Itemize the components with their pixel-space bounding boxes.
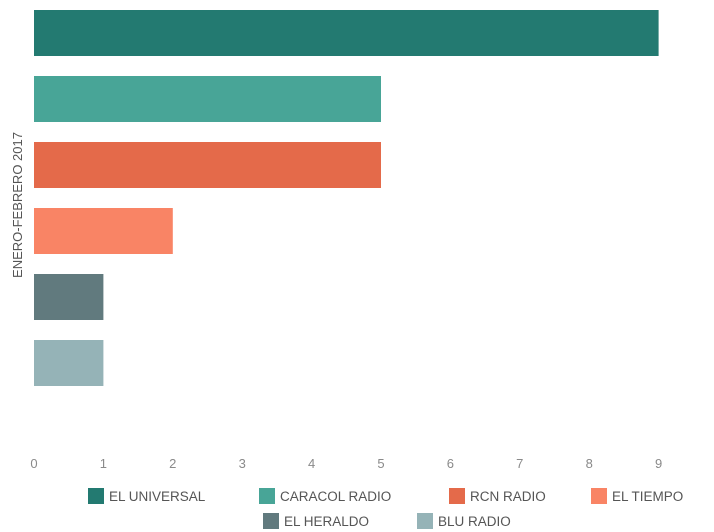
bar-el-universal [34,10,659,56]
x-tick-label: 6 [447,456,454,471]
x-tick-label: 8 [586,456,593,471]
bar-caracol-radio [34,76,381,122]
legend-swatch [88,488,104,504]
x-axis-ticks: 0 1 2 3 4 5 6 7 8 9 [30,456,662,471]
x-tick-label: 9 [655,456,662,471]
legend-swatch [417,513,433,529]
legend-label: EL TIEMPO [612,489,683,504]
x-tick-label: 1 [100,456,107,471]
legend-item-el-heraldo[interactable]: EL HERALDO [263,513,369,529]
x-tick-label: 3 [239,456,246,471]
legend-label: RCN RADIO [470,489,546,504]
bar-el-tiempo [34,208,173,254]
legend-swatch [259,488,275,504]
bar-el-heraldo [34,274,104,320]
x-tick-label: 7 [516,456,523,471]
legend-item-blu-radio[interactable]: BLU RADIO [417,513,511,529]
bar-blu-radio [34,340,104,386]
legend-item-el-universal[interactable]: EL UNIVERSAL [88,488,206,504]
legend-item-el-tiempo[interactable]: EL TIEMPO [591,488,683,504]
x-tick-label: 4 [308,456,315,471]
legend-item-caracol-radio[interactable]: CARACOL RADIO [259,488,391,504]
legend: EL UNIVERSAL CARACOL RADIO RCN RADIO EL TIE… [88,488,683,529]
legend-swatch [591,488,607,504]
bars-group [34,10,659,386]
legend-swatch [263,513,279,529]
bar-rcn-radio [34,142,381,188]
category-axis-label: ENERO-FEBRERO 2017 [10,132,25,278]
x-tick-label: 0 [30,456,37,471]
legend-label: EL UNIVERSAL [109,489,206,504]
x-tick-label: 5 [377,456,384,471]
legend-swatch [449,488,465,504]
legend-label: EL HERALDO [284,514,369,529]
legend-label: CARACOL RADIO [280,489,391,504]
legend-item-rcn-radio[interactable]: RCN RADIO [449,488,546,504]
x-tick-label: 2 [169,456,176,471]
legend-label: BLU RADIO [438,514,511,529]
